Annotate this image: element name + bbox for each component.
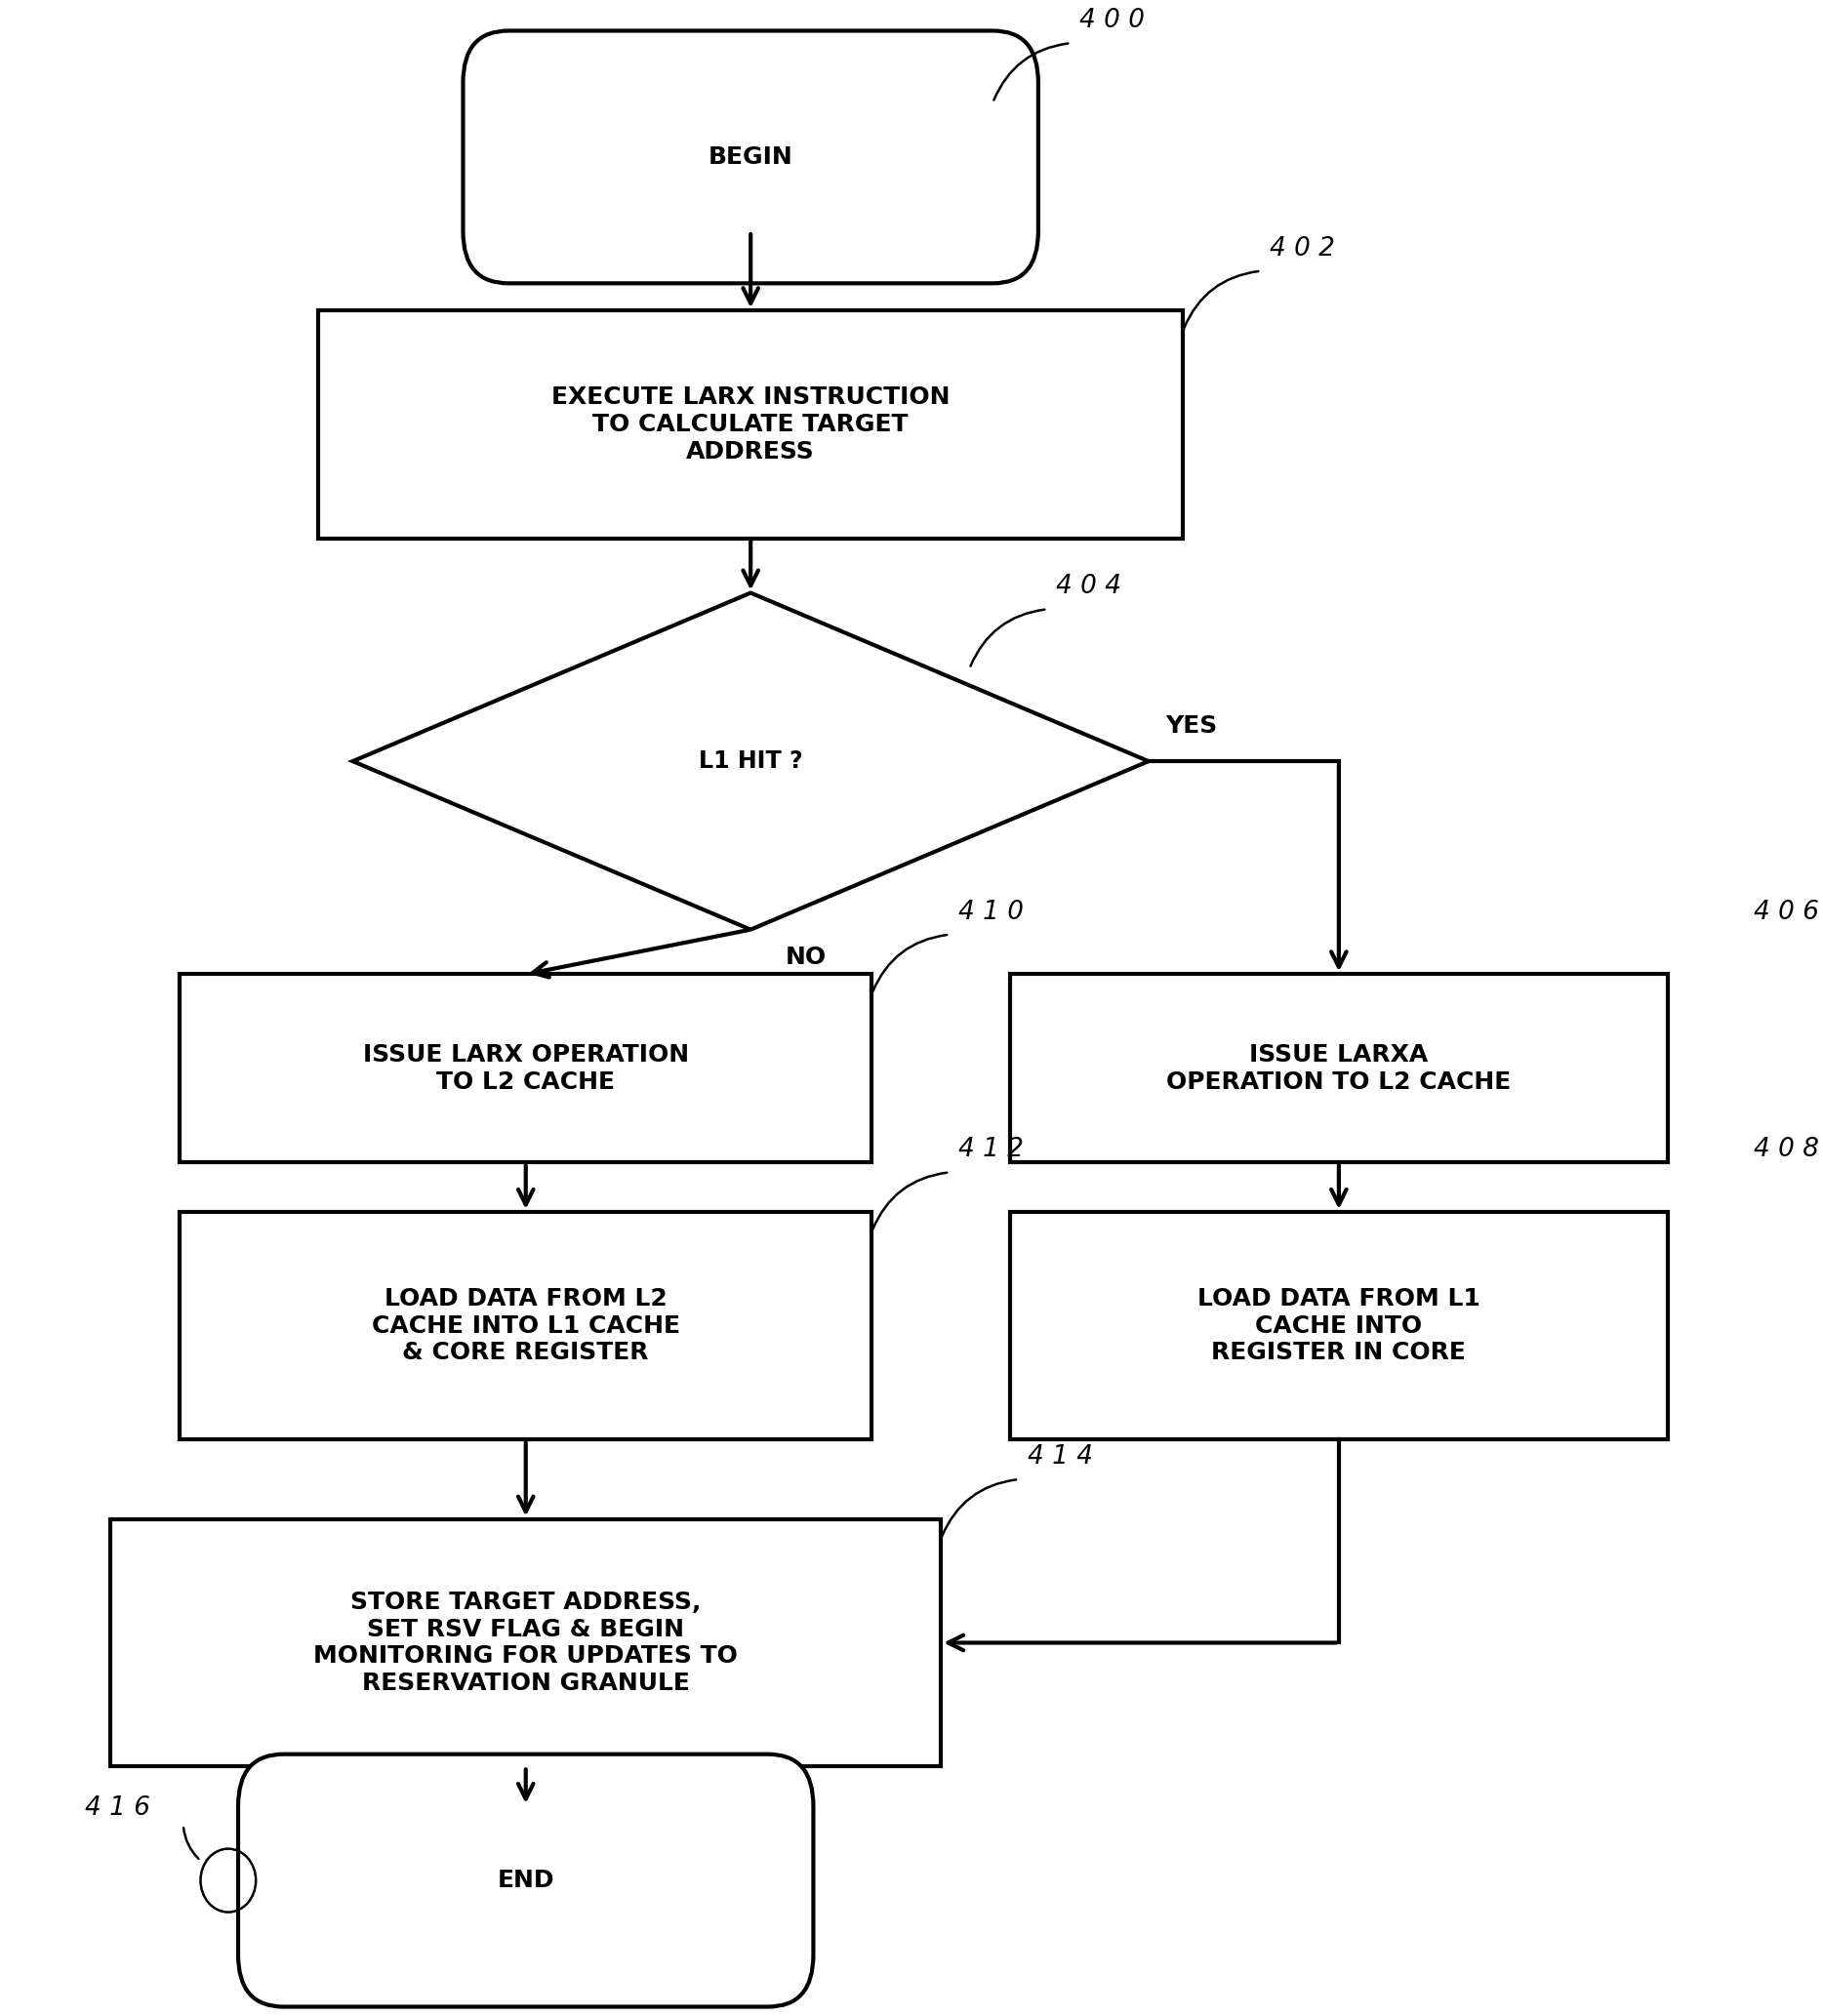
Bar	[319, 310, 1183, 538]
Bar	[1010, 1212, 1668, 1439]
Text: ISSUE LARX OPERATION
TO L2 CACHE: ISSUE LARX OPERATION TO L2 CACHE	[363, 1042, 689, 1093]
Text: 4 1 0: 4 1 0	[959, 899, 1025, 925]
Text: NO: NO	[786, 946, 826, 970]
Text: YES: YES	[1167, 714, 1218, 738]
Text: BEGIN: BEGIN	[709, 145, 793, 169]
Text: 4 0 8: 4 0 8	[1754, 1137, 1819, 1163]
Text: STORE TARGET ADDRESS,
SET RSV FLAG & BEGIN
MONITORING FOR UPDATES TO
RESERVATION: STORE TARGET ADDRESS, SET RSV FLAG & BEG…	[314, 1591, 738, 1695]
FancyBboxPatch shape	[239, 1754, 813, 2006]
Text: LOAD DATA FROM L1
CACHE INTO
REGISTER IN CORE: LOAD DATA FROM L1 CACHE INTO REGISTER IN…	[1198, 1286, 1480, 1365]
Bar	[111, 1518, 941, 1766]
Text: 4 0 6: 4 0 6	[1754, 899, 1819, 925]
Bar	[180, 974, 871, 1163]
Text: 4 0 2: 4 0 2	[1269, 236, 1334, 260]
Text: LOAD DATA FROM L2
CACHE INTO L1 CACHE
& CORE REGISTER: LOAD DATA FROM L2 CACHE INTO L1 CACHE & …	[372, 1286, 680, 1365]
Text: END: END	[498, 1869, 554, 1893]
Text: 4 0 4: 4 0 4	[1056, 575, 1121, 599]
Text: 4 0 0: 4 0 0	[1079, 8, 1145, 32]
FancyBboxPatch shape	[463, 30, 1039, 284]
Bar	[180, 1212, 871, 1439]
Polygon shape	[354, 593, 1148, 929]
Text: EXECUTE LARX INSTRUCTION
TO CALCULATE TARGET
ADDRESS: EXECUTE LARX INSTRUCTION TO CALCULATE TA…	[551, 385, 950, 464]
Text: 4 1 6: 4 1 6	[84, 1796, 149, 1820]
Text: 4 1 2: 4 1 2	[959, 1137, 1025, 1163]
Bar	[1010, 974, 1668, 1163]
Text: L1 HIT ?: L1 HIT ?	[698, 750, 802, 772]
Text: 4 1 4: 4 1 4	[1028, 1443, 1092, 1470]
Text: ISSUE LARXA
OPERATION TO L2 CACHE: ISSUE LARXA OPERATION TO L2 CACHE	[1167, 1042, 1511, 1093]
